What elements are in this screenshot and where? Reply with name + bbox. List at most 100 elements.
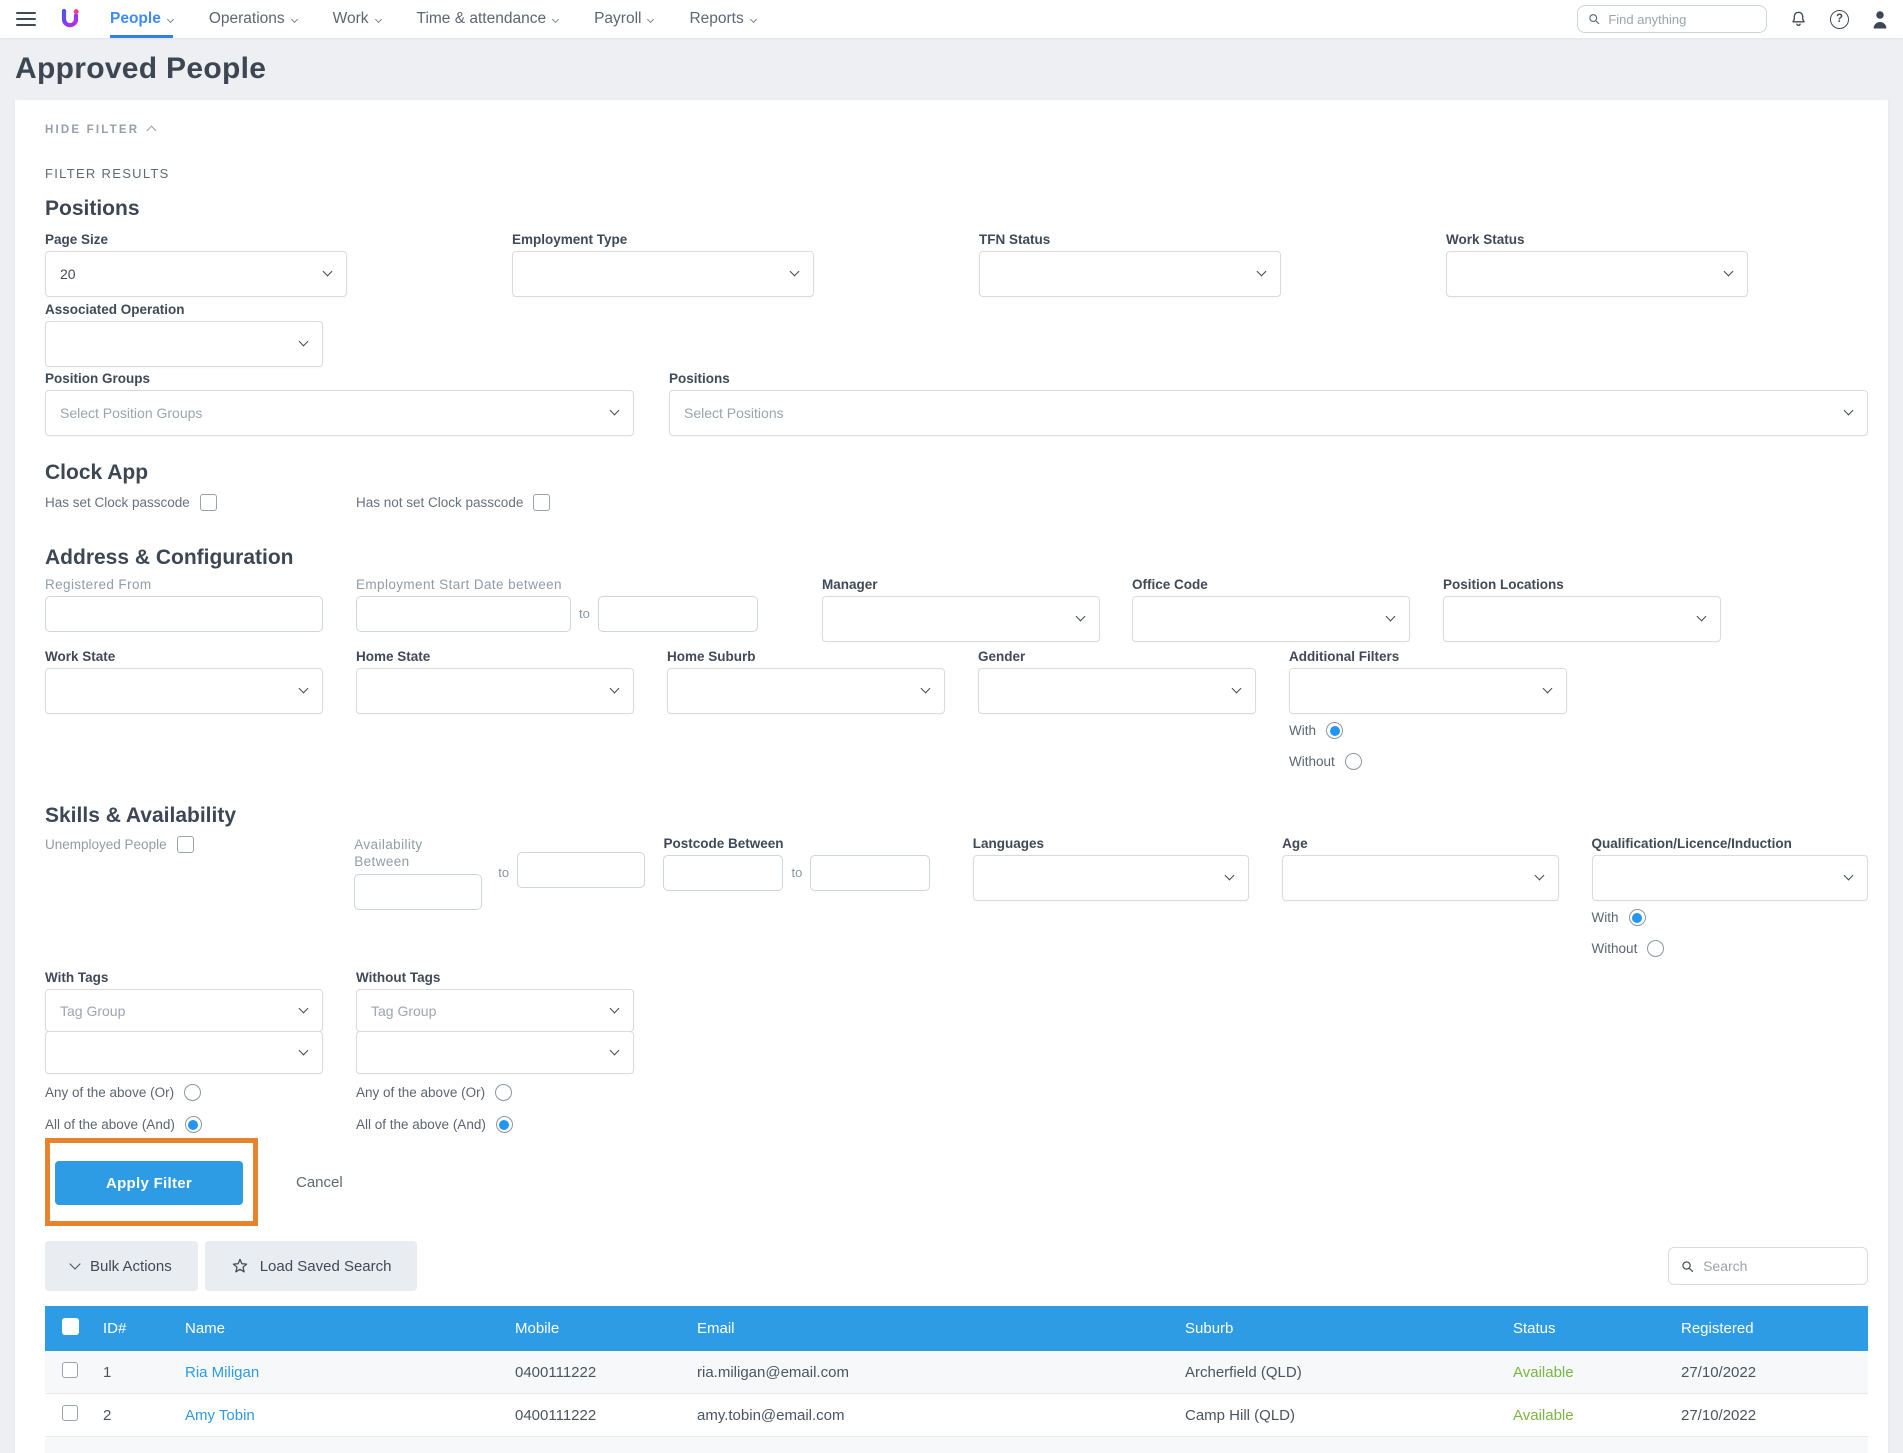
home-suburb-label: Home Suburb: [667, 649, 756, 664]
gender-select[interactable]: [978, 668, 1256, 714]
chevron-down-icon: [1075, 611, 1086, 622]
age-select[interactable]: [1282, 855, 1559, 901]
employment-start-label: Employment Start Date between: [356, 577, 562, 592]
registered-from-input[interactable]: [45, 596, 323, 632]
tag-group-placeholder: Tag Group: [371, 1002, 437, 1019]
home-state-label: Home State: [356, 649, 431, 664]
table-search-input[interactable]: [1703, 1258, 1855, 1274]
brand-logo[interactable]: [58, 0, 82, 38]
position-locations-label: Position Locations: [1443, 577, 1564, 592]
cell-status: Available: [1513, 1406, 1574, 1424]
qualification-select[interactable]: [1591, 855, 1868, 901]
with-tags-label: With Tags: [45, 970, 109, 985]
page-size-value: 20: [60, 266, 76, 282]
chevron-down-icon: [298, 1045, 309, 1055]
work-status-select[interactable]: [1446, 251, 1748, 297]
availability-to-input[interactable]: [517, 852, 646, 888]
with-tags-select[interactable]: [45, 1031, 323, 1074]
qualification-with-radio[interactable]: [1628, 909, 1646, 926]
bulk-actions-button[interactable]: Bulk Actions: [45, 1241, 198, 1291]
with-tags-any-radio[interactable]: [184, 1084, 202, 1101]
chevron-down-icon: [609, 1003, 620, 1013]
availability-from-input[interactable]: [354, 874, 483, 910]
apply-filter-button[interactable]: Apply Filter: [55, 1161, 243, 1205]
cell-name-link[interactable]: Amy Tobin: [185, 1406, 255, 1424]
work-state-select[interactable]: [45, 668, 323, 714]
tfn-status-select[interactable]: [979, 251, 1281, 297]
qualification-without-radio[interactable]: [1647, 940, 1665, 957]
nav-item-reports[interactable]: Reports: [689, 0, 757, 38]
nav-item-payroll[interactable]: Payroll: [594, 0, 655, 38]
user-avatar[interactable]: [1871, 9, 1889, 30]
has-not-set-passcode-checkbox[interactable]: [533, 494, 551, 511]
with-tags-group-select[interactable]: Tag Group: [45, 989, 323, 1032]
home-state-select[interactable]: [356, 668, 634, 714]
employment-start-to-input[interactable]: [597, 596, 758, 632]
additional-filters-with-radio[interactable]: [1326, 722, 1343, 739]
without-tags-all-radio[interactable]: [495, 1116, 513, 1133]
unemployed-people-checkbox[interactable]: [176, 836, 194, 853]
hamburger-menu-icon[interactable]: [16, 0, 36, 38]
postcode-from-input[interactable]: [663, 855, 784, 891]
content-panel: HIDE FILTER FILTER RESULTS Positions Pag…: [15, 100, 1888, 1453]
without-tags-group-select[interactable]: Tag Group: [356, 989, 634, 1032]
age-label: Age: [1282, 836, 1308, 851]
help-icon[interactable]: ?: [1830, 9, 1849, 29]
nav-item-people[interactable]: People: [110, 0, 174, 38]
chevron-down-icon: [1256, 266, 1267, 277]
notifications-bell-icon[interactable]: [1789, 9, 1808, 29]
work-status-label: Work Status: [1446, 232, 1525, 247]
with-tags-all-radio[interactable]: [184, 1116, 202, 1133]
row-checkbox[interactable]: [62, 1362, 78, 1378]
has-set-passcode-checkbox[interactable]: [199, 494, 217, 511]
chevron-down-icon: [609, 1045, 620, 1055]
logo-u-icon: [61, 8, 79, 28]
chevron-down-icon: [69, 1258, 81, 1270]
apply-filter-highlight-box: Apply Filter: [45, 1138, 258, 1226]
header-mobile: Mobile: [515, 1320, 560, 1337]
home-suburb-select[interactable]: [667, 668, 945, 714]
cancel-button[interactable]: Cancel: [296, 1173, 343, 1191]
without-tags-any-radio[interactable]: [495, 1084, 513, 1101]
header-name: Name: [185, 1320, 226, 1337]
nav-item-operations[interactable]: Operations: [209, 0, 298, 38]
position-locations-select[interactable]: [1443, 596, 1721, 642]
table-row-partial: [45, 1437, 1868, 1453]
positions-select[interactable]: Select Positions: [669, 390, 1868, 436]
office-code-select[interactable]: [1132, 596, 1410, 642]
associated-operation-select[interactable]: [45, 321, 323, 367]
manager-select[interactable]: [822, 596, 1100, 642]
search-icon: [1682, 1260, 1694, 1272]
tag-group-placeholder: Tag Group: [60, 1002, 126, 1019]
table-search: [1668, 1247, 1868, 1285]
nav-item-time-attendance[interactable]: Time & attendance: [417, 0, 560, 38]
employment-type-select[interactable]: [512, 251, 814, 297]
chevron-down-icon: [609, 683, 620, 694]
chevron-down-icon: [920, 683, 931, 694]
chevron-down-icon: [609, 405, 620, 416]
additional-filters-select[interactable]: [1289, 668, 1567, 714]
additional-filters-without-radio[interactable]: [1344, 753, 1362, 770]
load-saved-search-button[interactable]: Load Saved Search: [204, 1241, 418, 1291]
languages-select[interactable]: [972, 855, 1250, 901]
cell-email: amy.tobin@email.com: [697, 1406, 845, 1424]
filter-results-label: FILTER RESULTS: [45, 166, 170, 181]
nav-item-work[interactable]: Work: [333, 0, 382, 38]
clock-app-section-heading: Clock App: [45, 461, 149, 484]
row-checkbox[interactable]: [62, 1405, 78, 1421]
position-groups-select[interactable]: Select Position Groups: [45, 390, 634, 436]
work-state-label: Work State: [45, 649, 116, 664]
cell-name-link[interactable]: Ria Miligan: [185, 1363, 260, 1381]
cell-suburb: Archerfield (QLD): [1185, 1363, 1302, 1381]
hide-filter-toggle[interactable]: HIDE FILTER: [45, 122, 1868, 138]
chevron-up-icon: [146, 125, 157, 135]
find-anything-input[interactable]: [1608, 11, 1756, 27]
without-tags-select[interactable]: [356, 1031, 634, 1074]
select-all-checkbox[interactable]: [62, 1318, 79, 1335]
postcode-to-input[interactable]: [810, 855, 931, 891]
page-size-select[interactable]: 20: [45, 251, 347, 297]
manager-label: Manager: [822, 577, 878, 592]
employment-start-from-input[interactable]: [356, 596, 571, 632]
header-registered: Registered: [1681, 1320, 1754, 1337]
